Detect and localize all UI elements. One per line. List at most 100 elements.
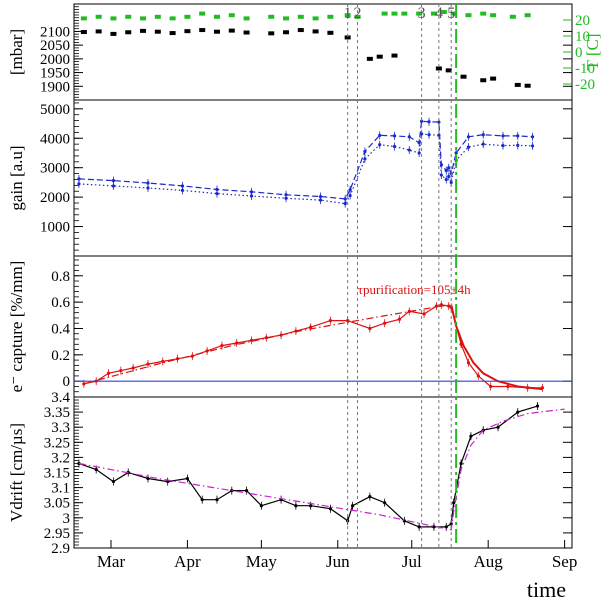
y-tick-label: 3000 (40, 161, 70, 177)
data-point (416, 11, 423, 16)
data-point (391, 53, 398, 58)
y-tick-label: 0.2 (51, 348, 70, 364)
y-tick-label: 2.95 (44, 526, 70, 542)
y-tick-label: 4000 (40, 131, 70, 147)
y-axis-label: gain [a.u] (7, 145, 26, 210)
data-point (381, 11, 388, 16)
data-point (312, 29, 319, 34)
x-tick-label-Mar: Mar (97, 552, 126, 571)
data-point (312, 16, 319, 21)
data-point (154, 29, 161, 34)
data-point (228, 28, 235, 33)
y-tick-label: 2000 (40, 52, 70, 68)
data-point (490, 13, 497, 18)
y-tick-label: 2000 (40, 190, 70, 206)
data-point (213, 14, 220, 19)
series-line (78, 405, 538, 528)
event-label-1: 1 (344, 5, 352, 22)
y-tick-label: 3.2 (51, 450, 70, 466)
data-point (268, 31, 275, 36)
x-tick-label-Sep: Sep (552, 552, 578, 571)
y-tick-label: 3.1 (51, 481, 70, 497)
y2-axis-label: T [C] (583, 34, 602, 71)
data-point (140, 16, 147, 21)
series-vdrift_measured (77, 402, 540, 531)
data-point (460, 74, 467, 79)
y-axis-label: e⁻ capture [%/mm] (7, 261, 26, 393)
panel-frame (73, 3, 573, 101)
y2-tick-label: 20 (575, 13, 590, 29)
series-temperature (80, 10, 531, 21)
series-line (78, 133, 533, 205)
data-point (509, 14, 516, 19)
event-label-3: 3 (418, 5, 426, 22)
data-point (435, 66, 442, 71)
y-axis-label: [mbar] (7, 29, 26, 75)
y2-tick-label: 0 (575, 45, 583, 61)
data-point (344, 13, 351, 18)
y-tick-label: 0.6 (51, 295, 70, 311)
data-point (391, 11, 398, 16)
x-tick-label-Aug: Aug (474, 552, 504, 571)
x-axis-label: time (527, 577, 566, 602)
data-point (440, 10, 447, 14)
y-tick-label: 5000 (40, 102, 70, 118)
data-point (169, 16, 176, 21)
y-tick-label: 2100 (40, 24, 70, 40)
data-point (480, 78, 487, 83)
data-point (110, 31, 117, 36)
y2-tick-label: -10 (575, 61, 595, 77)
data-point (95, 14, 102, 19)
data-point (465, 13, 472, 18)
y-tick-label: 0 (63, 374, 71, 390)
data-point (125, 14, 132, 19)
data-point (445, 68, 452, 73)
series-gain_dashed (77, 117, 535, 203)
data-point (524, 83, 531, 88)
event-label-5: 5 (447, 5, 455, 22)
y-tick-label: 3.15 (44, 466, 70, 482)
data-point (450, 11, 457, 16)
annotation-tau: τpurification=105±4h (358, 282, 471, 297)
x-tick-label-Jun: Jun (326, 552, 350, 571)
panel-frame (73, 99, 573, 257)
data-point (283, 30, 290, 35)
event-label-2: 2 (354, 5, 362, 22)
data-point (297, 28, 304, 33)
data-point (490, 76, 497, 81)
data-point (514, 82, 521, 87)
data-point (297, 14, 304, 19)
panel-gain: 1000 2000 3000 4000 5000 gain [a.u] (7, 99, 573, 257)
data-point (480, 11, 487, 16)
y-tick-label: 3.05 (44, 496, 70, 512)
y-tick-label: 0.8 (51, 269, 70, 285)
series-gain_dotted (77, 129, 535, 208)
y2-tick-label: -20 (575, 77, 595, 93)
data-point (169, 31, 176, 36)
panel-frame (73, 396, 573, 549)
data-point (199, 28, 206, 33)
y-tick-label: 0.4 (51, 321, 70, 337)
data-point (243, 16, 250, 21)
data-point (430, 11, 437, 16)
series-capture_measured (82, 300, 545, 392)
data-point (95, 29, 102, 34)
data-point (213, 29, 220, 34)
x-axis: Mar Apr May Jun Jul Aug Sep (97, 540, 578, 571)
data-point (524, 13, 531, 18)
series-capture_fit (83, 304, 452, 385)
data-point (401, 11, 408, 16)
data-point (125, 30, 132, 35)
data-point (140, 28, 147, 33)
x-tick-label-Apr: Apr (174, 552, 201, 571)
data-point (184, 14, 191, 19)
series-vdrift_fit (78, 408, 565, 531)
data-point (110, 16, 117, 21)
data-point (366, 56, 373, 61)
data-point (344, 35, 351, 40)
series-line (78, 120, 533, 200)
